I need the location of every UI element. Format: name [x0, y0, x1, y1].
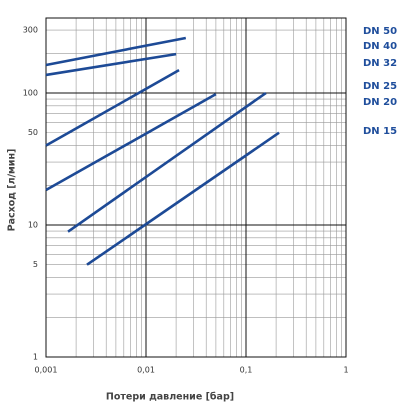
series-line	[45, 36, 187, 67]
legend-label: DN 25	[363, 81, 397, 92]
y-tick-label: 100	[23, 89, 38, 98]
legend-label: DN 20	[363, 97, 397, 108]
x-tick-label: 0,001	[35, 366, 58, 375]
y-tick-label: 1	[33, 353, 38, 362]
series-line	[45, 69, 180, 147]
y-tick-label: 300	[23, 26, 38, 35]
y-tick-label: 50	[28, 128, 38, 137]
y-tick-label: 5	[33, 260, 38, 269]
x-tick-label: 0,1	[240, 366, 253, 375]
series-line	[45, 52, 177, 77]
x-tick-label: 1	[343, 366, 348, 375]
x-axis-label: Потери давление [бар]	[106, 392, 234, 403]
legend-label: DN 40	[363, 41, 397, 52]
x-tick-label: 0,01	[137, 366, 155, 375]
legend-label: DN 15	[363, 126, 397, 137]
legend-label: DN 32	[363, 58, 397, 69]
series-line	[86, 131, 280, 266]
series-line	[45, 93, 217, 192]
series-line	[67, 91, 267, 233]
y-axis-label: Расход [л/мин]	[7, 149, 18, 232]
legend-label: DN 50	[363, 26, 397, 37]
plot-frame	[45, 17, 347, 358]
y-tick-label: 10	[28, 221, 38, 230]
